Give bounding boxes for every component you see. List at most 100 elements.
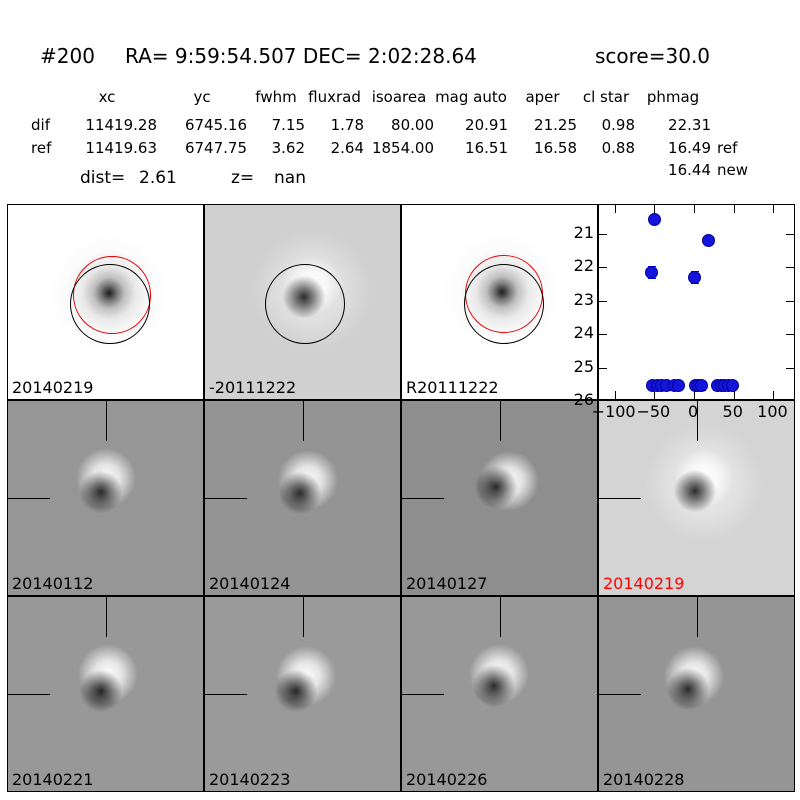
x-tick-label: −50 [636,402,671,421]
y-tick-mark [786,300,794,302]
crosshair-tick-horizontal [402,498,444,499]
cutout-panel--20111222: -20111222 [204,204,401,400]
dist-label: dist= [80,168,126,188]
x-tick-mark [654,391,656,399]
crosshair-tick-vertical [500,401,501,441]
panel-label: 20140124 [209,574,291,593]
dist-value: 2.61 [139,168,177,188]
panel-label: 20140112 [12,574,94,593]
x-tick-label: 100 [757,402,788,421]
ref-xc: 11419.63 [85,139,157,157]
row-label-dif: dif [31,116,50,134]
dipole-dark-lobe [671,467,719,515]
dipole-dark-lobe [272,667,320,715]
scatter-point [671,379,685,393]
lightcurve-plot [598,204,795,400]
scatter-point [701,234,715,248]
y-tick-mark [599,334,607,336]
col-header-clstar: cl star [582,88,630,106]
ref-phmag-suffix: ref [717,139,738,157]
crosshair-tick-horizontal [8,694,50,695]
crosshair-tick-horizontal [8,498,50,499]
ref-fwhm: 3.62 [271,139,305,157]
col-header-aper: aper [525,88,560,106]
x-tick-mark [773,391,775,399]
x-tick-mark [654,205,656,213]
cutout-panel-20140219: 20140219 [598,400,795,596]
cutout-panel-20140124: 20140124 [204,400,401,596]
y-tick-mark [599,234,607,236]
y-tick-label: 23 [573,289,594,309]
dif-aper: 21.25 [534,116,577,134]
scatter-point [725,379,739,393]
dif-isoarea: 80.00 [391,116,434,134]
col-header-yc: yc [193,88,211,106]
scatter-point [695,379,709,393]
col-header-fwhm: fwhm [255,88,297,106]
crosshair-tick-horizontal [599,498,641,499]
ref-isoarea: 1854.00 [371,139,434,157]
crosshair-tick-vertical [500,597,501,637]
y-tick-mark [599,300,607,302]
dif-fluxrad: 1.78 [330,116,364,134]
row-label-ref: ref [31,139,52,157]
z-value: nan [274,168,306,188]
panel-label: 20140127 [406,574,488,593]
dipole-dark-lobe [77,667,125,715]
y-tick-label: 24 [573,323,594,343]
y-tick-mark [786,367,794,369]
ref-yc: 6747.75 [184,139,247,157]
new-phmag-suffix: new [717,161,749,179]
x-tick-mark [733,205,735,213]
x-tick-mark [773,205,775,213]
table-row-dif: dif 11419.28 6745.16 7.15 1.78 80.00 20.… [0,116,800,136]
y-tick-label: 26 [573,390,594,409]
col-header-isoarea: isoarea [371,88,427,106]
dist-z-line: dist= 2.61 z= nan [0,168,800,190]
dipole-dark-lobe [276,469,324,517]
dipole-dark-lobe [77,468,125,516]
x-tick-label: 50 [722,402,743,421]
table-row-ref: ref 11419.63 6747.75 3.62 2.64 1854.00 1… [0,139,800,159]
dipole-dark-lobe [664,665,712,713]
cutout-panel-20140219: 20140219 [7,204,204,400]
dif-xc: 11419.28 [85,116,157,134]
panel-label: R20111222 [406,378,499,397]
candidate-id: #200 [40,44,95,68]
coordinates-text: RA= 9:59:54.507 DEC= 2:02:28.64 [125,44,477,68]
panel-label: 20140226 [406,770,488,789]
dif-phmag: 22.31 [668,116,711,134]
panel-label: 20140228 [603,770,685,789]
crosshair-tick-vertical [303,401,304,441]
table-row-new-phmag: 16.44 new [0,161,800,181]
crosshair-tick-vertical [697,597,698,637]
new-phmag: 16.44 [668,161,711,179]
crosshair-tick-horizontal [402,694,444,695]
crosshair-tick-vertical [106,401,107,441]
cutout-panel-20140127: 20140127 [401,400,598,596]
cutout-panel-20140228: 20140228 [598,596,795,792]
x-tick-mark [614,205,616,213]
panel-label: -20111222 [209,378,297,397]
score-text: score=30.0 [595,44,711,68]
cutout-panel-20140223: 20140223 [204,596,401,792]
ref-aper: 16.58 [534,139,577,157]
cutout-panel-20140112: 20140112 [7,400,204,596]
panel-label: 20140219 [603,574,685,593]
y-tick-mark [786,267,794,269]
cutout-panel-20140221: 20140221 [7,596,204,792]
x-tick-mark [694,205,696,213]
y-tick-label: 21 [573,223,594,243]
y-tick-mark [599,267,607,269]
aperture-circle [70,264,150,344]
dif-magauto: 20.91 [465,116,508,134]
crosshair-tick-horizontal [599,694,641,695]
dif-yc: 6745.16 [184,116,247,134]
y-tick-mark [599,367,607,369]
ref-fluxrad: 2.64 [330,139,364,157]
y-tick-mark [786,334,794,336]
figure-header: #200 RA= 9:59:54.507 DEC= 2:02:28.64 sco… [0,44,800,70]
scatter-point [645,265,659,279]
col-header-fluxrad: fluxrad [308,88,361,106]
